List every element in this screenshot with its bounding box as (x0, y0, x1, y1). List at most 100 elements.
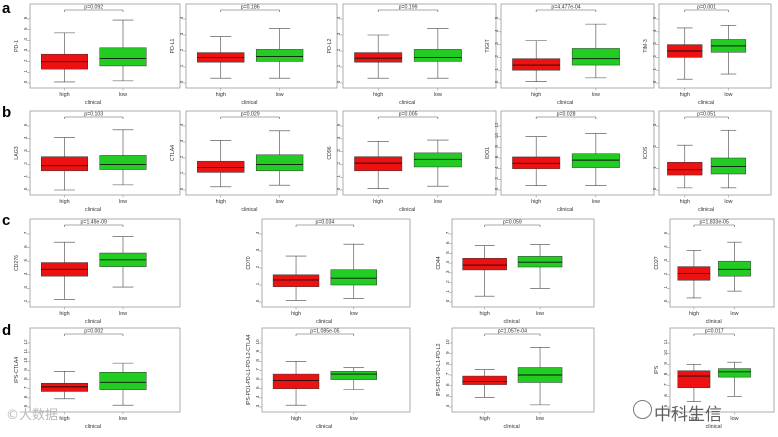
y-tick-label: 1 (23, 70, 28, 73)
y-axis-label: CD44 (436, 256, 442, 269)
y-tick-label: 1 (336, 64, 341, 67)
boxplot-panel: 0 1 2 3 4 PD-L1 p=0.186 high low clinical (170, 3, 338, 106)
box-high (272, 373, 320, 389)
x-tick-label: low (536, 416, 544, 422)
boxplot-panel: 5 6 7 8 9 10 11 12 IPS-CTLA4 p=0.002 high low clinic… (14, 327, 181, 430)
y-tick-label: 0 (445, 299, 450, 302)
y-tick-label: 11 (663, 339, 668, 344)
x-tick-label: high (680, 199, 690, 205)
panel-letter-a: a (2, 0, 11, 17)
y-tick-label: 2 (663, 272, 668, 275)
y-tick-label: 0 (336, 187, 341, 190)
box-low (413, 49, 462, 62)
x-tick-label: low (119, 416, 127, 422)
x-axis-label: clinical (399, 100, 415, 106)
box-high (462, 258, 507, 271)
y-tick-label: 3 (23, 149, 28, 152)
x-axis-label: clinical (706, 424, 722, 430)
y-tick-label: 4 (494, 166, 499, 169)
y-tick-label: 11 (23, 348, 28, 353)
boxplot-panel: 0 1 2 3 4 5 TIM-3 p=0.001 high low clinical (643, 3, 772, 106)
y-tick-label: 2 (179, 48, 184, 51)
y-tick-label: 0 (255, 299, 260, 302)
y-tick-label: 0 (652, 80, 657, 83)
y-tick-label: 5 (445, 394, 450, 397)
y-tick-label: 3 (445, 270, 450, 273)
box-high (197, 160, 245, 173)
pvalue-label: p=0.199 (399, 5, 418, 11)
y-axis-label: CD70 (246, 256, 252, 269)
y-tick-label: 5 (663, 404, 668, 407)
y-tick-label: 1 (494, 67, 499, 70)
y-tick-label: 4 (255, 395, 260, 398)
y-tick-label: 0 (336, 80, 341, 83)
y-tick-label: 4 (445, 404, 450, 407)
boxplot-panel: 0 1 2 3 4 CTLA4 p=0.029 high low clinical (170, 110, 338, 213)
plot-frame (29, 327, 181, 413)
x-tick-label: low (536, 311, 544, 317)
y-tick-label: 6 (663, 394, 668, 397)
y-tick-label: 6 (23, 245, 28, 248)
y-tick-label: 10 (23, 357, 28, 363)
box-high (41, 382, 88, 392)
box-low (99, 372, 147, 390)
y-tick-label: 7 (255, 368, 260, 371)
y-tick-label: 10 (494, 133, 499, 139)
box-low (718, 368, 751, 378)
y-tick-label: 10 (255, 339, 260, 345)
y-tick-label: 2 (179, 155, 184, 158)
x-tick-label: low (276, 92, 284, 98)
x-axis-label: clinical (399, 207, 415, 213)
y-tick-label: 2 (23, 162, 28, 165)
pvalue-label: p=0.028 (557, 112, 576, 118)
y-tick-label: 9 (23, 368, 28, 371)
y-tick-label: 8 (663, 372, 668, 375)
y-axis-label: CD27 (654, 256, 660, 269)
y-tick-label: 5 (23, 123, 28, 126)
x-tick-label: low (119, 311, 127, 317)
y-tick-label: 2 (494, 177, 499, 180)
y-tick-label: 3 (494, 42, 499, 45)
box-high (354, 156, 403, 172)
x-tick-label: low (434, 199, 442, 205)
y-tick-label: 5 (23, 404, 28, 407)
y-tick-label: 8 (23, 377, 28, 380)
box-low (710, 157, 747, 175)
y-tick-label: 4 (255, 231, 260, 234)
y-tick-label: 1 (663, 286, 668, 289)
y-tick-label: 0 (179, 80, 184, 83)
boxplot-panel: 0 1 2 3 4 5 6 PD-1 p=0.092 high low clinical (14, 3, 181, 106)
pvalue-label: p=0.029 (241, 112, 260, 118)
y-tick-label: 5 (23, 27, 28, 30)
pvalue-label: p=1.833e-05 (700, 220, 729, 226)
y-tick-label: 7 (663, 383, 668, 386)
plot-frame (658, 110, 772, 196)
box-high (512, 156, 561, 169)
y-tick-label: 4 (445, 260, 450, 263)
y-tick-label: 2 (445, 280, 450, 283)
y-tick-label: 0 (494, 80, 499, 83)
x-tick-label: high (480, 311, 490, 317)
y-tick-label: 5 (652, 16, 657, 19)
x-axis-label: clinical (316, 424, 332, 430)
y-tick-label: 10 (663, 350, 668, 356)
y-tick-label: 4 (336, 136, 341, 139)
y-tick-label: 2 (652, 55, 657, 58)
boxplot-panel: 2 3 4 5 6 7 CD276 p=1.49e-09 high low clinical (14, 218, 181, 325)
box-high (41, 156, 88, 172)
watermark-badge-icon (633, 400, 652, 419)
pvalue-label: p=0.186 (241, 5, 260, 11)
box-low (571, 153, 620, 168)
y-axis-label: IPS-CTLA4 (14, 357, 20, 383)
plot-frame (500, 3, 655, 89)
pvalue-label: p=0.051 (697, 112, 716, 118)
y-axis-label: CD96 (327, 146, 333, 159)
y-tick-label: 3 (652, 42, 657, 45)
y-tick-label: 1 (179, 171, 184, 174)
x-tick-label: low (350, 416, 358, 422)
y-axis-label: TIM-3 (643, 39, 649, 53)
pvalue-label: p=1.49e-09 (81, 220, 108, 226)
y-axis-label: IPS (654, 365, 660, 374)
